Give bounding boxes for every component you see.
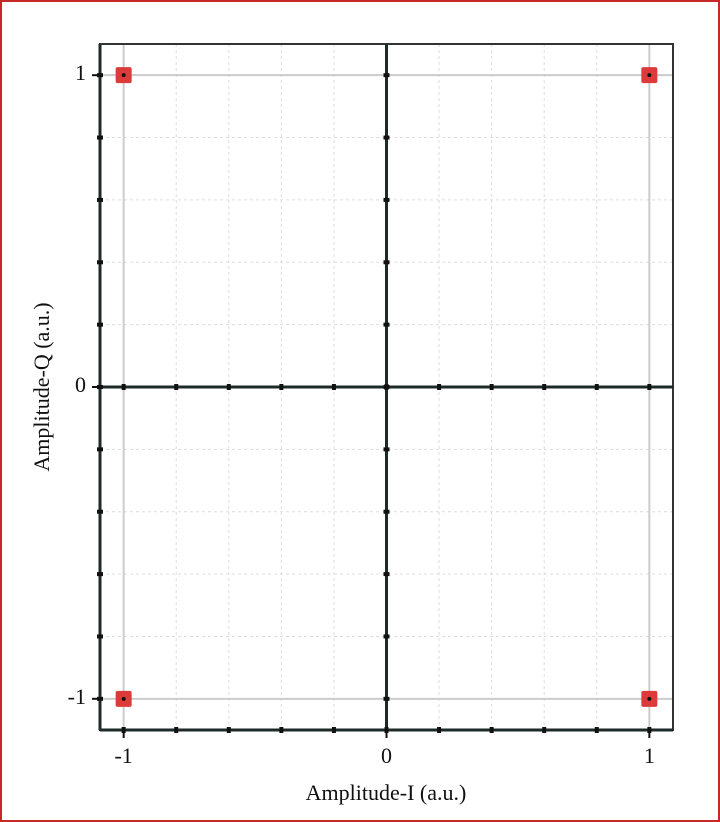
y-tick-label: 1 (75, 60, 86, 85)
x-tick-label: 1 (644, 743, 655, 768)
x-tick-label: -1 (114, 743, 132, 768)
x-axis-label: Amplitude-I (a.u.) (306, 780, 467, 805)
point-center (647, 73, 652, 78)
point-center (121, 73, 126, 78)
y-tick-label: -1 (68, 684, 86, 709)
y-axis-label: Amplitude-Q (a.u.) (29, 302, 54, 471)
y-tick-label: 0 (75, 372, 86, 397)
point-center (647, 696, 652, 701)
x-tick-label: 0 (381, 743, 392, 768)
point-center (121, 696, 126, 701)
